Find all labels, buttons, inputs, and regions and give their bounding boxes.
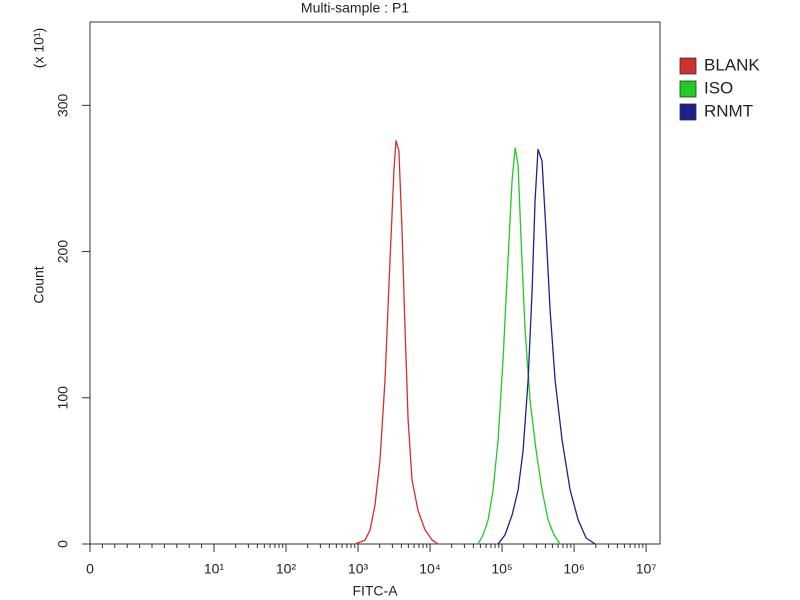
legend-swatch xyxy=(679,80,697,98)
y-tick-label: 100 xyxy=(55,386,71,410)
x-tick-label: 10³ xyxy=(348,561,369,577)
legend-swatch xyxy=(679,57,697,75)
histogram-line xyxy=(354,140,439,545)
histogram-line xyxy=(497,148,596,545)
x-tick-label: 10² xyxy=(276,561,297,577)
x-tick-label: 10⁴ xyxy=(419,561,441,577)
y-tick-label: 0 xyxy=(55,540,71,548)
x-tick-label: 0 xyxy=(86,561,94,577)
chart-title: Multi-sample : P1 xyxy=(301,0,409,16)
legend-label: ISO xyxy=(704,78,733,97)
y-axis-label: Count xyxy=(31,266,47,303)
y-multiplier: (x 10¹) xyxy=(31,28,47,68)
legend-swatch xyxy=(679,103,697,121)
plot-frame xyxy=(89,21,661,545)
legend-label: BLANK xyxy=(704,55,760,74)
y-tick-label: 200 xyxy=(55,240,71,264)
x-tick-label: 10⁵ xyxy=(491,561,512,577)
x-axis-label: FITC-A xyxy=(352,583,398,599)
x-tick-label: 10¹ xyxy=(204,561,225,577)
legend-label: RNMT xyxy=(704,101,753,120)
x-tick-label: 10⁷ xyxy=(636,561,657,577)
x-tick-label: 10⁶ xyxy=(563,561,584,577)
histogram-line xyxy=(477,147,561,545)
y-tick-label: 300 xyxy=(55,93,71,117)
